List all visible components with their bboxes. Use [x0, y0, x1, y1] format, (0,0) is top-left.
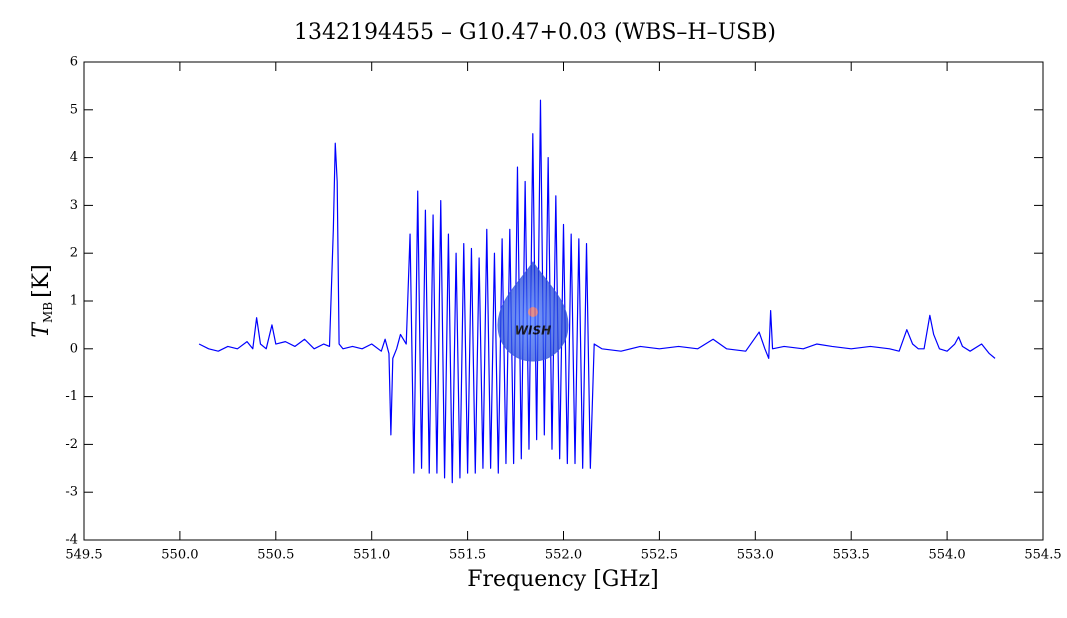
plot-frame	[83, 61, 1044, 541]
spectrum-line	[198, 99, 996, 484]
watermark-logo: WISH	[497, 261, 569, 362]
x-tick-label: 550.0	[161, 548, 198, 563]
x-tick-label: 551.5	[449, 548, 486, 563]
y-tick-label: 4	[70, 150, 78, 165]
y-tick-label: 3	[70, 198, 78, 213]
plot-area	[198, 99, 996, 484]
y-tick-label: -3	[65, 485, 78, 500]
y-label-unit: [K]	[29, 264, 54, 298]
y-label-symbol: T	[29, 321, 54, 338]
x-tick-label: 552.5	[641, 548, 678, 563]
y-tick-label: 0	[70, 341, 78, 356]
x-tick-label: 549.5	[65, 548, 102, 563]
y-tick-label: 6	[70, 55, 78, 70]
y-tick-label: 5	[70, 102, 78, 117]
y-axis-label: TMB [K]	[29, 264, 55, 337]
y-tick-label: -2	[65, 437, 78, 452]
chart-title: 1342194455 – G10.47+0.03 (WBS–H–USB)	[294, 20, 776, 45]
x-tick-label: 553.5	[833, 548, 870, 563]
x-tick-label: 553.0	[737, 548, 774, 563]
y-tick-label: -4	[65, 533, 78, 548]
x-tick-label: 552.0	[545, 548, 582, 563]
x-tick-label: 554.0	[928, 548, 965, 563]
logo-star	[528, 307, 538, 317]
y-tick-label: -1	[65, 389, 78, 404]
x-tick-label: 554.5	[1024, 548, 1061, 563]
x-tick-label: 550.5	[257, 548, 294, 563]
y-tick-label: 1	[70, 294, 78, 309]
y-tick-label: 2	[70, 246, 78, 261]
logo-text: WISH	[515, 324, 551, 338]
x-axis-label: Frequency [GHz]	[467, 567, 659, 592]
x-tick-label: 551.0	[353, 548, 390, 563]
y-label-subscript: MB	[41, 302, 55, 323]
